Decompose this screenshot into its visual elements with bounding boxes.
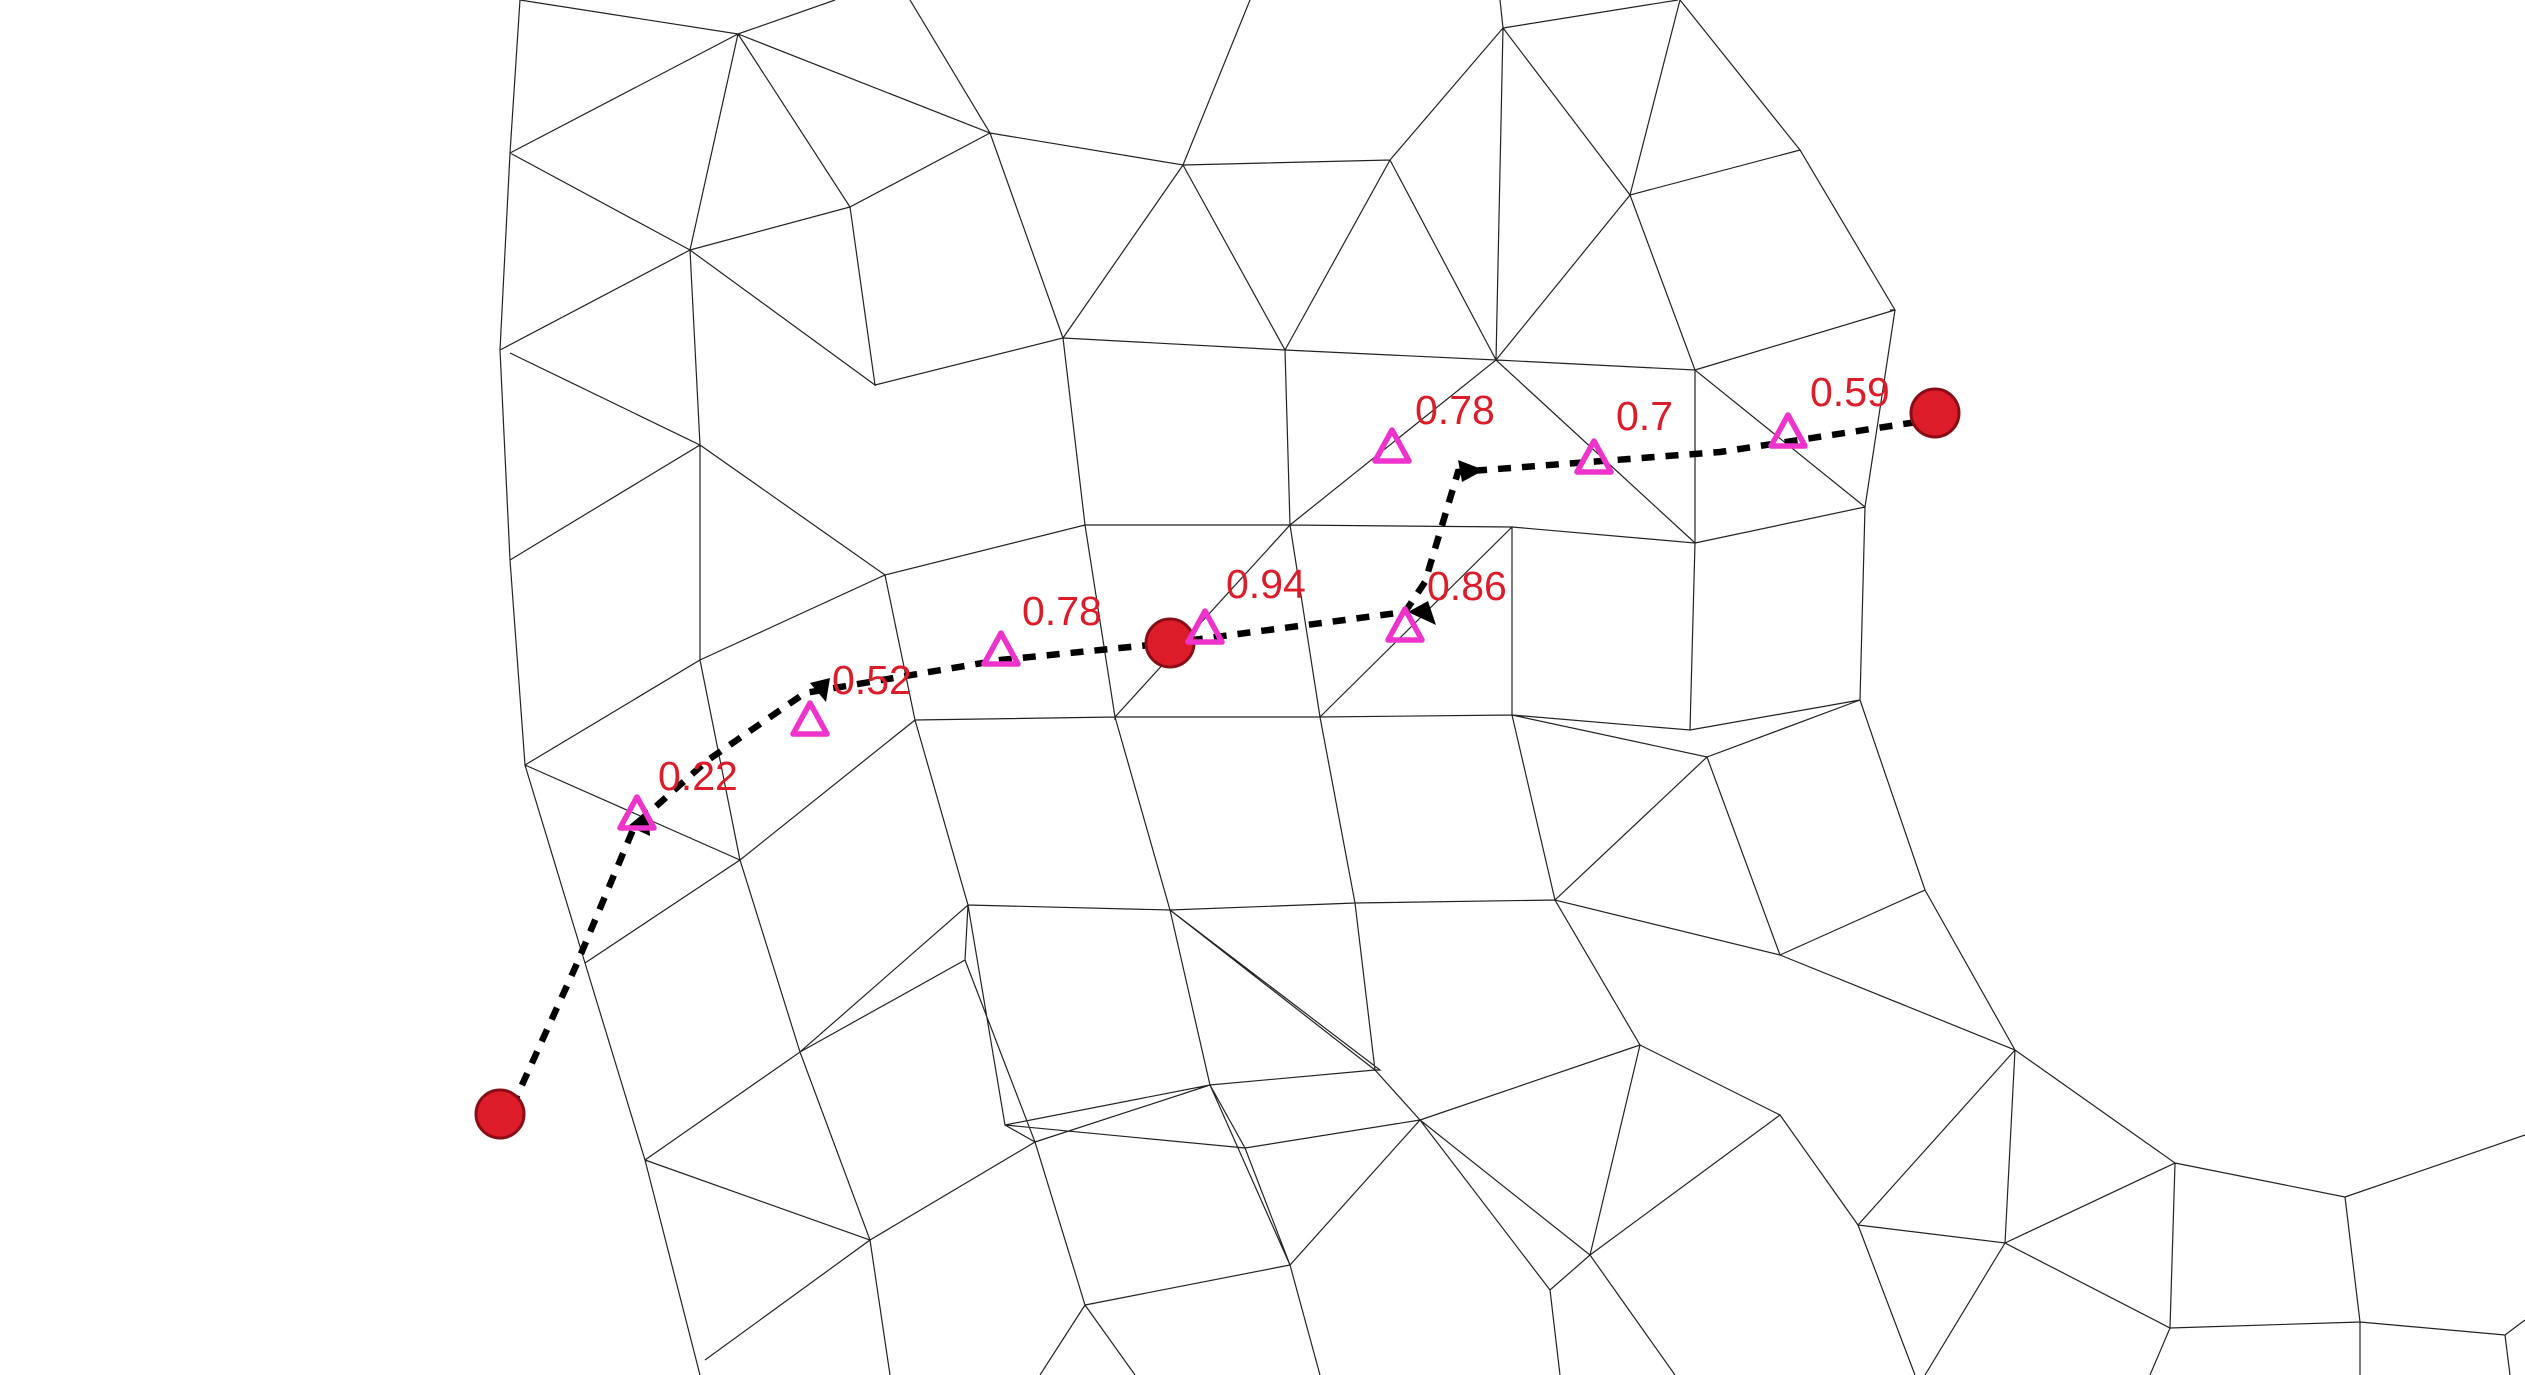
sample-triangle bbox=[1185, 608, 1225, 645]
sample-value-labels: 0.22 0.52 0.78 0.94 0.86 0.78 0.7 0.59 bbox=[658, 369, 1890, 799]
sample-value-label: 0.78 bbox=[1022, 588, 1102, 634]
sample-value-label: 0.78 bbox=[1415, 387, 1495, 433]
mesh-edges bbox=[499, 0, 2525, 1375]
sample-triangle bbox=[981, 630, 1021, 667]
sample-triangle bbox=[1385, 606, 1425, 643]
sample-value-label: 0.7 bbox=[1616, 393, 1673, 439]
sample-value-label: 0.86 bbox=[1427, 563, 1507, 609]
path-segment bbox=[509, 416, 1931, 1109]
path-arrowhead bbox=[1408, 601, 1436, 625]
path-arrowhead bbox=[810, 678, 830, 702]
sample-triangle bbox=[1574, 438, 1614, 475]
sample-markers bbox=[617, 412, 1808, 831]
waypoint-end bbox=[1909, 387, 1961, 439]
mesh-grid bbox=[499, 0, 2525, 1375]
path-arrowhead bbox=[1458, 460, 1484, 482]
sample-value-label: 0.22 bbox=[658, 753, 738, 799]
waypoints bbox=[474, 387, 1961, 1140]
sample-triangle bbox=[790, 700, 830, 737]
sample-triangle bbox=[1372, 427, 1412, 464]
sample-value-label: 0.52 bbox=[832, 657, 912, 703]
sample-value-label: 0.59 bbox=[1810, 369, 1890, 415]
sample-triangle bbox=[1768, 412, 1808, 449]
sample-value-label: 0.94 bbox=[1226, 561, 1306, 607]
sample-triangle bbox=[617, 794, 657, 831]
waypoint-start bbox=[474, 1088, 526, 1140]
